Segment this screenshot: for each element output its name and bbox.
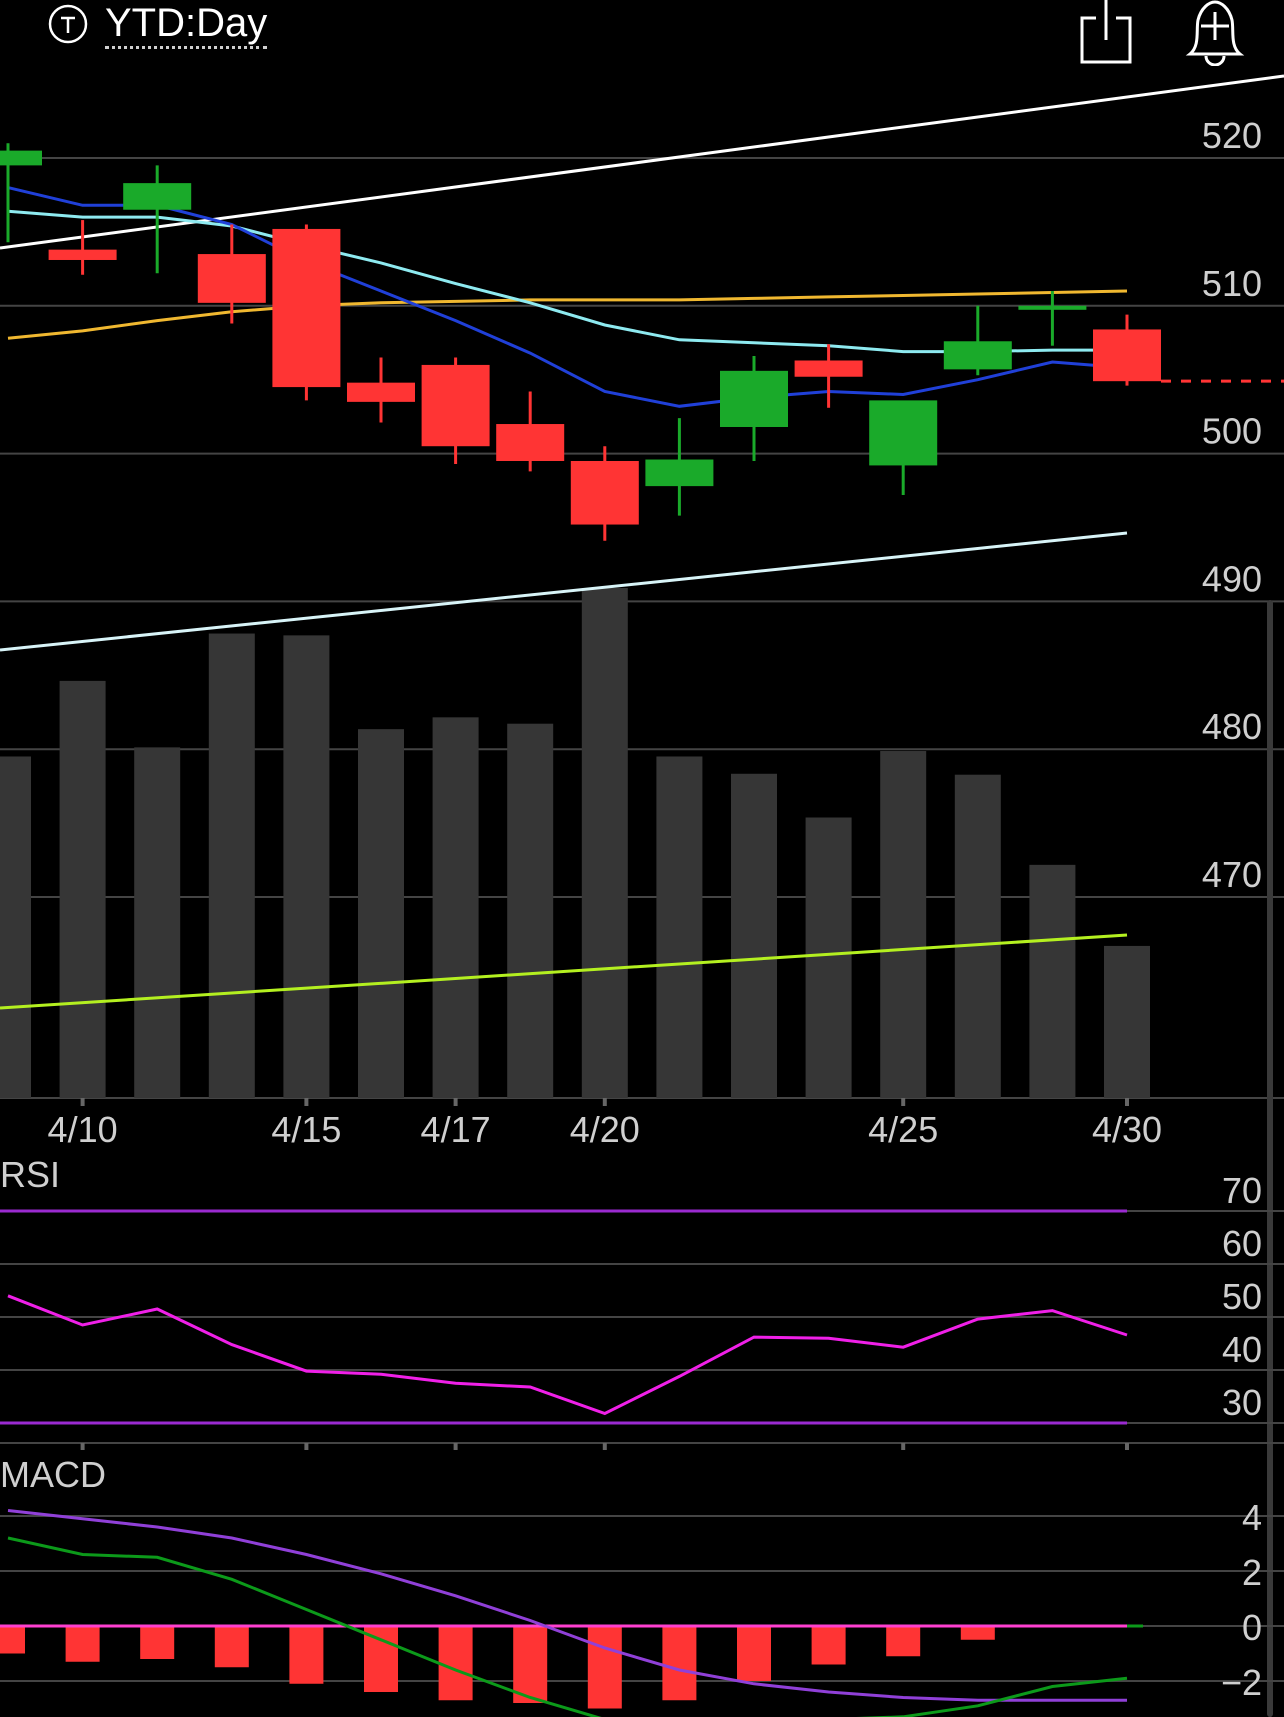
- candle-down: [347, 382, 415, 402]
- date-axis: 4/10 4/15 4/17 4/20 4/25 4/30: [48, 1098, 1162, 1150]
- rsi-tick-label: 60: [1222, 1223, 1262, 1264]
- price-tick-label: 500: [1202, 411, 1262, 452]
- volume-bar: [954, 774, 1001, 1098]
- moving-averages: [7, 186, 1128, 408]
- macd-histogram-bar: [140, 1626, 175, 1659]
- rsi-panel: RSI 30 40 50 60 70: [0, 1154, 1284, 1450]
- candle-down: [794, 360, 863, 377]
- price-tick-label: 520: [1202, 115, 1262, 156]
- rsi-line: [7, 1294, 1128, 1416]
- rsi-panel-label: RSI: [0, 1154, 60, 1195]
- macd-tick-label: 2: [1242, 1552, 1262, 1593]
- volume-bar: [283, 635, 330, 1098]
- candle-down: [48, 249, 117, 260]
- rsi-tick-label: 30: [1222, 1382, 1262, 1423]
- share-icon[interactable]: [1076, 0, 1136, 66]
- candle-up: [869, 400, 938, 466]
- volume-bars: [0, 588, 1273, 1717]
- rsi-tick-label: 70: [1222, 1170, 1262, 1211]
- macd-histogram-bar: [811, 1626, 846, 1665]
- moving-average-cyan: [7, 209, 1127, 354]
- volume-bar: [656, 756, 703, 1098]
- add-alert-icon[interactable]: [1182, 0, 1248, 66]
- volume-bar: [432, 717, 479, 1098]
- candle-up: [0, 150, 42, 166]
- macd-histogram-bar: [886, 1626, 921, 1657]
- trend-line-middle: [0, 531, 1128, 652]
- volume-bar: [880, 751, 927, 1098]
- candle-up: [720, 370, 788, 427]
- candle-down: [496, 424, 565, 461]
- candle-down: [421, 364, 490, 447]
- macd-histogram-bar: [289, 1626, 324, 1684]
- macd-histogram-bar: [587, 1626, 622, 1709]
- date-tick-label: 4/15: [271, 1109, 341, 1150]
- price-axis: 470 480 490 500 510 520: [1202, 115, 1262, 895]
- macd-panel: MACD −2 0 2 4: [0, 1454, 1284, 1717]
- t-circle-icon[interactable]: [48, 4, 88, 44]
- volume-bar: [134, 747, 181, 1098]
- volume-bar: [581, 588, 628, 1098]
- macd-histogram-bar: [65, 1626, 100, 1662]
- volume-bar: [1029, 864, 1076, 1098]
- date-tick-label: 4/10: [48, 1109, 118, 1150]
- time-range-selector[interactable]: YTD:Day: [105, 0, 268, 49]
- candle-down: [570, 460, 639, 525]
- rsi-tick-label: 50: [1222, 1276, 1262, 1317]
- candle-down: [1093, 329, 1161, 382]
- volume-bar: [0, 756, 31, 1098]
- volume-bar: [208, 633, 255, 1098]
- top-bar: YTD:Day: [0, 0, 1284, 66]
- date-tick-label: 4/20: [570, 1109, 640, 1150]
- volume-bar: [358, 729, 404, 1098]
- volume-bar: [805, 817, 852, 1098]
- macd-tick-label: 0: [1242, 1607, 1262, 1648]
- date-tick-label: 4/30: [1092, 1109, 1162, 1150]
- volume-bar: [731, 773, 777, 1098]
- volume-bar: [1104, 945, 1150, 1098]
- price-tick-label: 510: [1202, 263, 1262, 304]
- macd-line: [7, 1536, 1128, 1717]
- volume-bar: [59, 680, 106, 1098]
- volume-bar: [507, 723, 554, 1098]
- macd-panel-label: MACD: [0, 1454, 106, 1495]
- macd-histogram-bar: [0, 1626, 25, 1654]
- macd-histogram-bar: [960, 1626, 995, 1640]
- price-tick-label: 490: [1202, 558, 1262, 599]
- price-tick-label: 470: [1202, 854, 1262, 895]
- moving-average-blue: [7, 186, 1128, 408]
- macd-histogram-bar: [513, 1626, 548, 1703]
- candle-down: [272, 228, 341, 388]
- macd-histogram-bar: [438, 1626, 473, 1701]
- macd-histogram-bar: [364, 1626, 398, 1692]
- trend-line-lower: [0, 933, 1128, 1010]
- macd-tick-label: −2: [1221, 1662, 1262, 1703]
- candle-up: [645, 459, 714, 487]
- candlesticks: [0, 143, 1284, 541]
- candle-up: [1018, 305, 1087, 310]
- date-tick-label: 4/17: [421, 1109, 491, 1150]
- candle-down: [197, 254, 266, 303]
- macd-histogram-bar: [662, 1626, 697, 1701]
- macd-histogram-bar: [737, 1626, 771, 1681]
- scrollbar: [1267, 600, 1273, 1717]
- rsi-tick-label: 40: [1222, 1329, 1262, 1370]
- macd-histogram-bar: [214, 1626, 249, 1668]
- macd-tick-label: 4: [1242, 1497, 1262, 1538]
- date-tick-label: 4/25: [868, 1109, 938, 1150]
- macd-signal-line: [7, 1509, 1127, 1702]
- moving-average-yellow: [7, 289, 1128, 340]
- price-tick-label: 480: [1202, 706, 1262, 747]
- candle-up: [943, 341, 1012, 370]
- candle-up: [123, 183, 192, 210]
